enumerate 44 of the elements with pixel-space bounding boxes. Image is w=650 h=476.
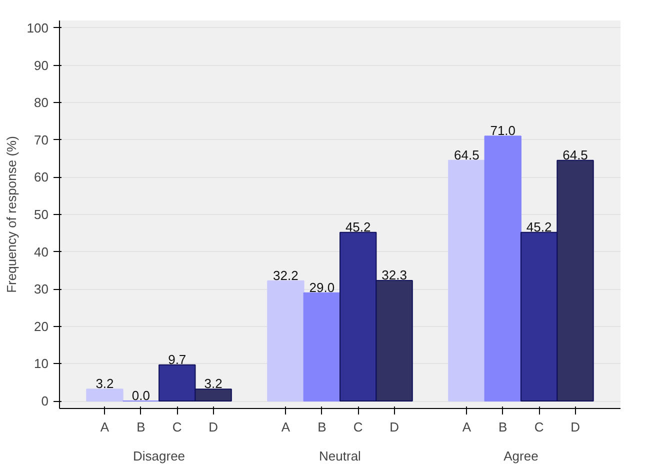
x-tick-label: Disagree (133, 448, 186, 464)
bar (303, 292, 340, 402)
data-label: 45.2 (345, 219, 371, 234)
bar (448, 160, 486, 402)
y-tick-label: 100 (26, 20, 49, 36)
y-tick-label: 0 (41, 394, 49, 409)
y-tick-label: 40 (34, 244, 49, 260)
bar (484, 136, 522, 402)
y-tick-label: 80 (34, 95, 49, 110)
text: B (498, 420, 508, 434)
data-label: 45.2 (526, 219, 552, 234)
y-tick-label: 10 (34, 356, 49, 372)
y-axis-title: Frequency of response (%) (4, 136, 19, 293)
series-label: C (172, 420, 182, 434)
text: A (281, 420, 290, 434)
data-label: 3.2 (96, 376, 114, 392)
y-tick-label: 60 (34, 170, 49, 185)
y-tick-label: 30 (34, 282, 49, 297)
data-label: 32.3 (382, 268, 407, 283)
y-tick-label: 90 (34, 58, 49, 73)
data-label: 71.0 (490, 123, 516, 138)
y-tick-label: 20 (34, 318, 49, 334)
data-label: 32.2 (273, 268, 298, 283)
text: B (318, 420, 326, 434)
text: D (570, 420, 580, 434)
text: C (353, 420, 363, 434)
series-label: D (208, 420, 218, 434)
text: D (390, 420, 399, 434)
x-tick-label: Neutral (319, 448, 362, 464)
y-tick-label: 70 (34, 132, 49, 148)
data-label: 64.5 (454, 147, 480, 162)
series-label: A (100, 420, 110, 434)
y-tick-label: 50 (34, 207, 49, 222)
data-label: 9.7 (168, 352, 186, 367)
data-label: 64.5 (562, 147, 588, 162)
text: C (534, 420, 544, 434)
data-label: 3.2 (204, 376, 222, 392)
data-label: 29.0 (309, 280, 335, 295)
text: A (462, 420, 472, 434)
series-label: B (136, 420, 146, 434)
x-tick-label: Agree (504, 448, 538, 464)
bar (86, 388, 124, 402)
data-label: 0.0 (132, 388, 150, 404)
bar (267, 280, 304, 402)
